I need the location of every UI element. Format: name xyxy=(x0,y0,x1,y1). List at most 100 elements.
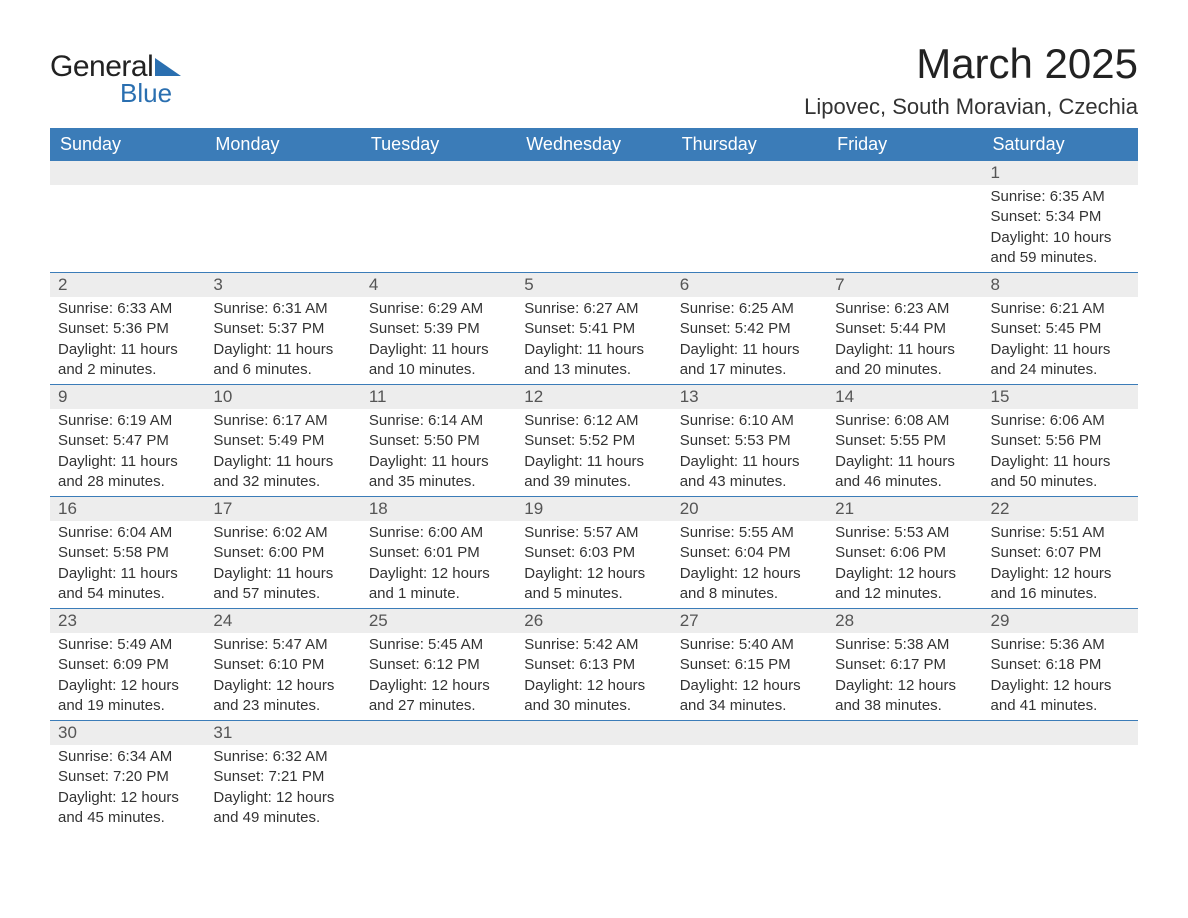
sunrise-line: Sunrise: 6:10 AM xyxy=(680,411,819,431)
day-details: Sunrise: 5:57 AMSunset: 6:03 PMDaylight:… xyxy=(516,521,671,608)
day-number: 19 xyxy=(516,497,671,521)
weekday-header: Thursday xyxy=(672,128,827,161)
calendar-day xyxy=(672,721,827,832)
day-details: Sunrise: 5:38 AMSunset: 6:17 PMDaylight:… xyxy=(827,633,982,720)
logo-triangle-icon xyxy=(155,58,181,76)
day-details: Sunrise: 6:06 AMSunset: 5:56 PMDaylight:… xyxy=(983,409,1138,496)
sunrise-line: Sunrise: 5:47 AM xyxy=(213,635,352,655)
calendar-day: 17Sunrise: 6:02 AMSunset: 6:00 PMDayligh… xyxy=(205,497,360,608)
day-number: 31 xyxy=(205,721,360,745)
sunrise-line: Sunrise: 6:32 AM xyxy=(213,747,352,767)
sunset-line: Sunset: 5:41 PM xyxy=(524,319,663,339)
daylight-line: Daylight: 12 hours and 38 minutes. xyxy=(835,676,974,717)
day-number: 22 xyxy=(983,497,1138,521)
day-number xyxy=(983,721,1138,745)
day-details: Sunrise: 6:21 AMSunset: 5:45 PMDaylight:… xyxy=(983,297,1138,384)
day-empty xyxy=(827,185,982,191)
weekday-header: Tuesday xyxy=(361,128,516,161)
location: Lipovec, South Moravian, Czechia xyxy=(804,94,1138,120)
day-details: Sunrise: 6:33 AMSunset: 5:36 PMDaylight:… xyxy=(50,297,205,384)
daylight-line: Daylight: 11 hours and 24 minutes. xyxy=(991,340,1130,381)
day-number: 21 xyxy=(827,497,982,521)
calendar: SundayMondayTuesdayWednesdayThursdayFrid… xyxy=(50,128,1138,832)
day-number xyxy=(672,161,827,185)
sunset-line: Sunset: 6:12 PM xyxy=(369,655,508,675)
day-details: Sunrise: 6:34 AMSunset: 7:20 PMDaylight:… xyxy=(50,745,205,832)
weekday-header: Friday xyxy=(827,128,982,161)
day-empty xyxy=(983,745,1138,751)
day-empty xyxy=(672,185,827,191)
sunset-line: Sunset: 5:42 PM xyxy=(680,319,819,339)
day-number: 6 xyxy=(672,273,827,297)
sunset-line: Sunset: 6:07 PM xyxy=(991,543,1130,563)
day-details: Sunrise: 6:02 AMSunset: 6:00 PMDaylight:… xyxy=(205,521,360,608)
day-number xyxy=(672,721,827,745)
daylight-line: Daylight: 12 hours and 12 minutes. xyxy=(835,564,974,605)
calendar-day: 21Sunrise: 5:53 AMSunset: 6:06 PMDayligh… xyxy=(827,497,982,608)
day-number: 8 xyxy=(983,273,1138,297)
sunrise-line: Sunrise: 6:12 AM xyxy=(524,411,663,431)
day-number: 16 xyxy=(50,497,205,521)
sunset-line: Sunset: 5:39 PM xyxy=(369,319,508,339)
daylight-line: Daylight: 12 hours and 45 minutes. xyxy=(58,788,197,829)
sunrise-line: Sunrise: 6:04 AM xyxy=(58,523,197,543)
sunrise-line: Sunrise: 6:17 AM xyxy=(213,411,352,431)
daylight-line: Daylight: 11 hours and 50 minutes. xyxy=(991,452,1130,493)
daylight-line: Daylight: 12 hours and 49 minutes. xyxy=(213,788,352,829)
sunrise-line: Sunrise: 6:14 AM xyxy=(369,411,508,431)
calendar-day xyxy=(50,161,205,272)
day-number: 4 xyxy=(361,273,516,297)
calendar-day: 31Sunrise: 6:32 AMSunset: 7:21 PMDayligh… xyxy=(205,721,360,832)
sunrise-line: Sunrise: 5:45 AM xyxy=(369,635,508,655)
day-details: Sunrise: 6:35 AMSunset: 5:34 PMDaylight:… xyxy=(983,185,1138,272)
calendar-day: 30Sunrise: 6:34 AMSunset: 7:20 PMDayligh… xyxy=(50,721,205,832)
calendar-day xyxy=(672,161,827,272)
month-title: March 2025 xyxy=(804,40,1138,88)
sunset-line: Sunset: 6:03 PM xyxy=(524,543,663,563)
sunset-line: Sunset: 5:55 PM xyxy=(835,431,974,451)
sunset-line: Sunset: 5:58 PM xyxy=(58,543,197,563)
daylight-line: Daylight: 12 hours and 27 minutes. xyxy=(369,676,508,717)
sunset-line: Sunset: 6:04 PM xyxy=(680,543,819,563)
day-number: 27 xyxy=(672,609,827,633)
calendar-day: 27Sunrise: 5:40 AMSunset: 6:15 PMDayligh… xyxy=(672,609,827,720)
calendar-day: 9Sunrise: 6:19 AMSunset: 5:47 PMDaylight… xyxy=(50,385,205,496)
daylight-line: Daylight: 11 hours and 28 minutes. xyxy=(58,452,197,493)
daylight-line: Daylight: 12 hours and 1 minute. xyxy=(369,564,508,605)
day-number: 2 xyxy=(50,273,205,297)
sunrise-line: Sunrise: 5:38 AM xyxy=(835,635,974,655)
sunrise-line: Sunrise: 6:21 AM xyxy=(991,299,1130,319)
calendar-day: 14Sunrise: 6:08 AMSunset: 5:55 PMDayligh… xyxy=(827,385,982,496)
calendar-week: 1Sunrise: 6:35 AMSunset: 5:34 PMDaylight… xyxy=(50,161,1138,272)
calendar-week: 2Sunrise: 6:33 AMSunset: 5:36 PMDaylight… xyxy=(50,272,1138,384)
day-number xyxy=(516,721,671,745)
daylight-line: Daylight: 11 hours and 46 minutes. xyxy=(835,452,974,493)
sunrise-line: Sunrise: 5:51 AM xyxy=(991,523,1130,543)
sunrise-line: Sunrise: 5:55 AM xyxy=(680,523,819,543)
title-block: March 2025 Lipovec, South Moravian, Czec… xyxy=(804,40,1138,120)
calendar-day: 24Sunrise: 5:47 AMSunset: 6:10 PMDayligh… xyxy=(205,609,360,720)
calendar-day xyxy=(361,721,516,832)
day-details: Sunrise: 5:53 AMSunset: 6:06 PMDaylight:… xyxy=(827,521,982,608)
day-details: Sunrise: 5:40 AMSunset: 6:15 PMDaylight:… xyxy=(672,633,827,720)
day-empty xyxy=(361,745,516,751)
daylight-line: Daylight: 12 hours and 23 minutes. xyxy=(213,676,352,717)
day-details: Sunrise: 6:32 AMSunset: 7:21 PMDaylight:… xyxy=(205,745,360,832)
day-number: 14 xyxy=(827,385,982,409)
calendar-day: 7Sunrise: 6:23 AMSunset: 5:44 PMDaylight… xyxy=(827,273,982,384)
calendar-day: 12Sunrise: 6:12 AMSunset: 5:52 PMDayligh… xyxy=(516,385,671,496)
day-number: 13 xyxy=(672,385,827,409)
calendar-week: 9Sunrise: 6:19 AMSunset: 5:47 PMDaylight… xyxy=(50,384,1138,496)
sunrise-line: Sunrise: 6:35 AM xyxy=(991,187,1130,207)
calendar-day: 29Sunrise: 5:36 AMSunset: 6:18 PMDayligh… xyxy=(983,609,1138,720)
calendar-day: 6Sunrise: 6:25 AMSunset: 5:42 PMDaylight… xyxy=(672,273,827,384)
calendar-week: 30Sunrise: 6:34 AMSunset: 7:20 PMDayligh… xyxy=(50,720,1138,832)
day-number: 11 xyxy=(361,385,516,409)
sunset-line: Sunset: 5:45 PM xyxy=(991,319,1130,339)
day-empty xyxy=(50,185,205,191)
calendar-day: 3Sunrise: 6:31 AMSunset: 5:37 PMDaylight… xyxy=(205,273,360,384)
day-details: Sunrise: 6:31 AMSunset: 5:37 PMDaylight:… xyxy=(205,297,360,384)
day-number: 20 xyxy=(672,497,827,521)
sunset-line: Sunset: 6:00 PM xyxy=(213,543,352,563)
calendar-day xyxy=(516,721,671,832)
